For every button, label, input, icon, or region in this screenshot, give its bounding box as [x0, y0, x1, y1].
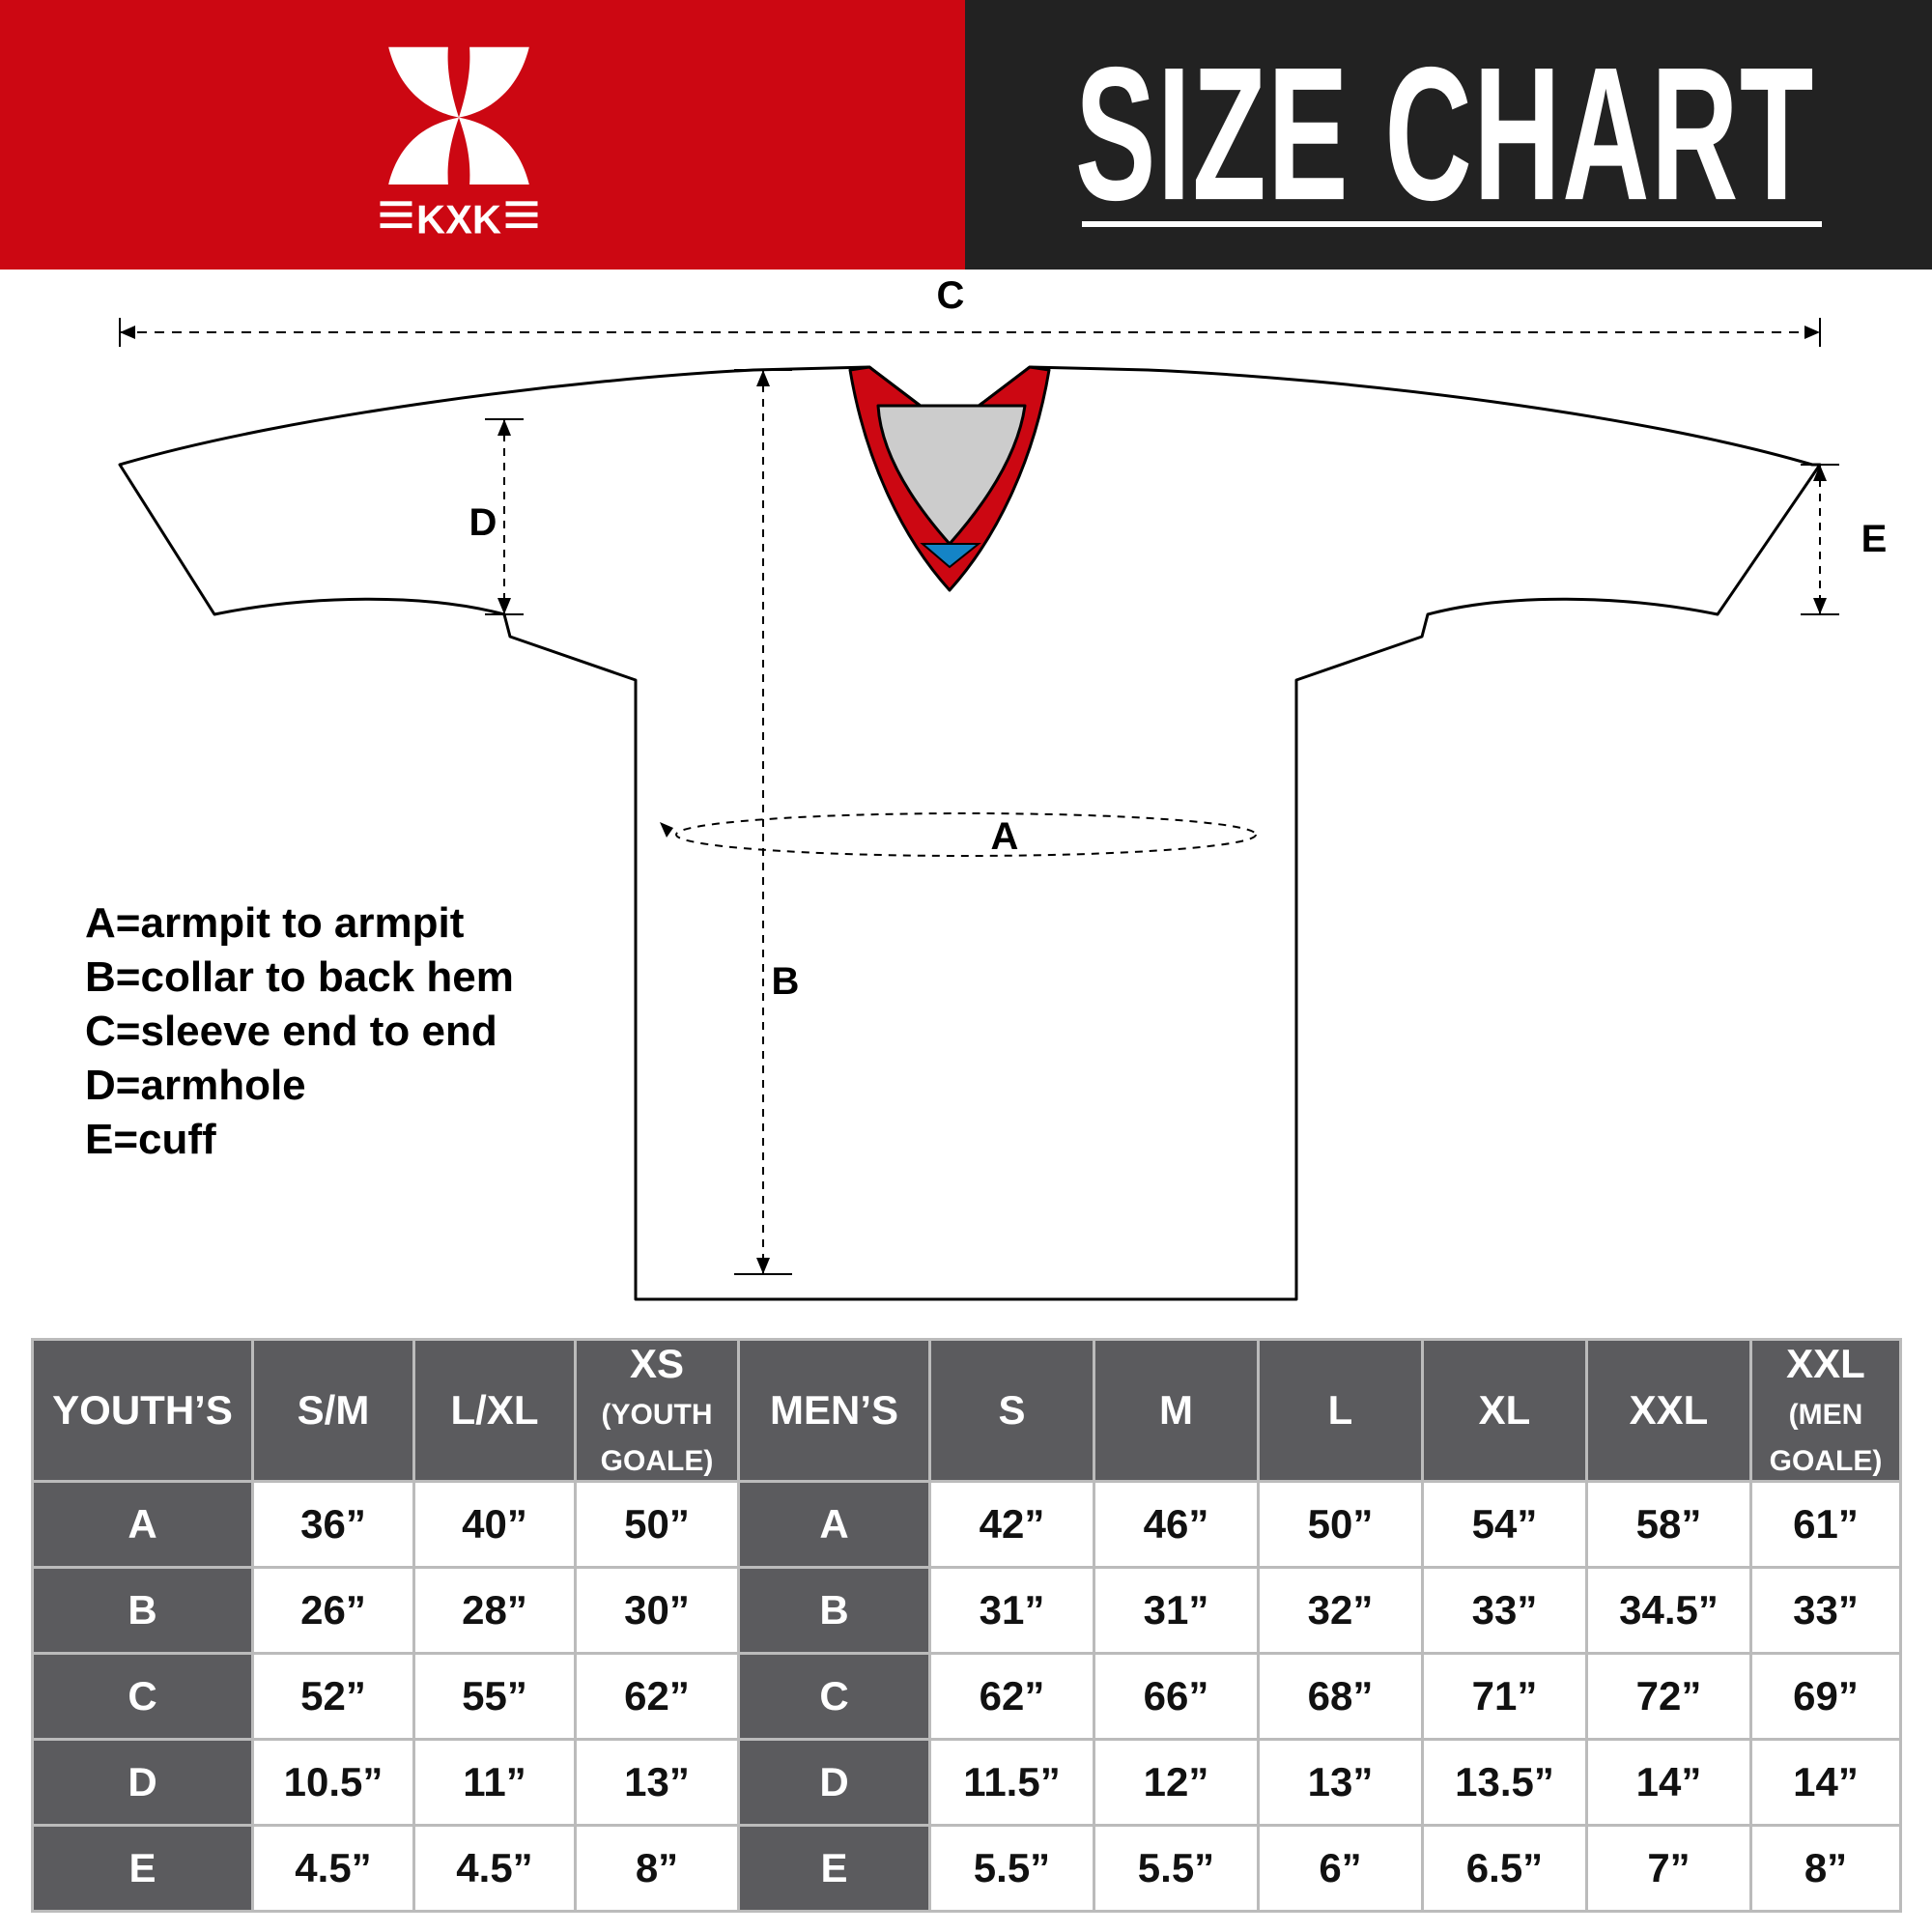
- svg-text:E: E: [1861, 518, 1888, 560]
- svg-text:C: C: [937, 274, 965, 317]
- svg-text:KXK: KXK: [416, 196, 501, 235]
- svg-text:B: B: [772, 960, 800, 1003]
- svg-text:D: D: [469, 501, 497, 544]
- svg-text:A: A: [991, 815, 1019, 858]
